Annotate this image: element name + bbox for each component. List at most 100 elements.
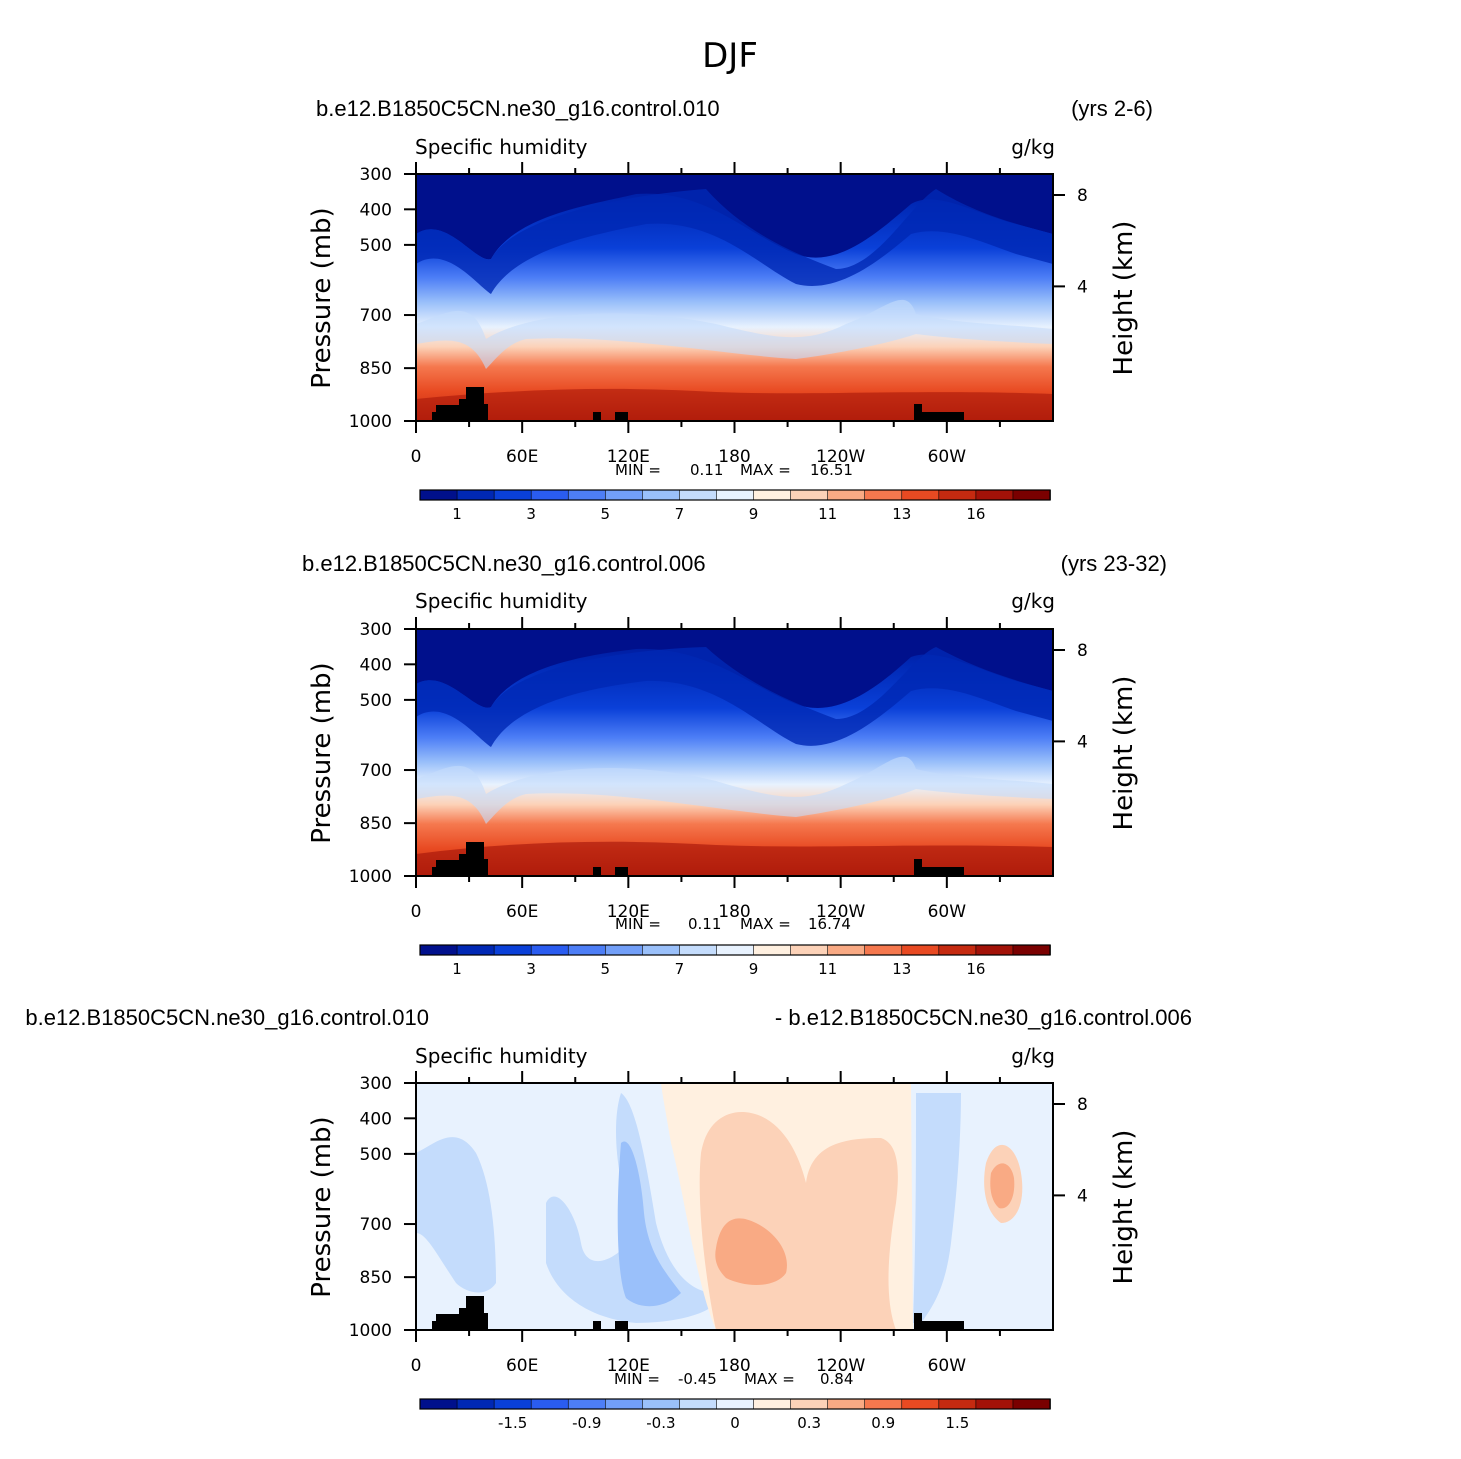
colorbar-box — [419, 1398, 458, 1410]
panel-1: b.e12.B1850C5CN.ne30_g16.control.010 (yr… — [307, 96, 1153, 523]
y-tick-label: 1000 — [349, 867, 392, 887]
y-tick-label: 700 — [360, 1215, 392, 1235]
x-tick-label: 120W — [816, 1356, 865, 1376]
panel-2-min-value: 0.11 — [688, 915, 721, 933]
colorbar-label: 16 — [966, 960, 985, 978]
panel-1-min-label: MIN = — [615, 461, 661, 479]
x-tick-label: 0 — [411, 902, 422, 922]
panel-2-plot-area — [416, 629, 1053, 876]
colorbar-box — [1012, 489, 1051, 501]
x-tick-label: 180 — [718, 1356, 750, 1376]
panel-3-variable-label: Specific humidity — [415, 1044, 588, 1068]
panel-1-max-value: 16.51 — [810, 461, 853, 479]
panel-3-negative-region-atlantic — [913, 1093, 961, 1323]
colorbar-box — [827, 489, 866, 501]
colorbar-label: 7 — [675, 960, 685, 978]
colorbar-box — [642, 1398, 681, 1410]
colorbar-box — [753, 1398, 792, 1410]
y-tick-label: 850 — [360, 814, 392, 834]
colorbar-box — [604, 1398, 644, 1410]
panel-3-min-label: MIN = — [614, 1370, 660, 1388]
panel-2-ylabel-right: Height (km) — [1109, 676, 1139, 831]
colorbar-box — [642, 489, 681, 501]
panel-2-right-title: (yrs 23-32) — [1061, 551, 1167, 576]
panel-2-upper-contour — [416, 629, 1053, 708]
y-tick-label: 300 — [360, 165, 392, 185]
x-tick-label: 60E — [506, 447, 538, 467]
x-tick-label: 0 — [411, 1356, 422, 1376]
panel-3-positive-region-max — [715, 1218, 787, 1285]
colorbar-label: 1.5 — [945, 1414, 969, 1432]
x-tick-label: 60E — [506, 1356, 538, 1376]
y-right-tick-label: 4 — [1077, 1186, 1088, 1206]
panel-2-max-value: 16.74 — [808, 915, 851, 933]
panel-3-left-title: b.e12.B1850C5CN.ne30_g16.control.010 — [25, 1005, 429, 1030]
colorbar-label: 0.9 — [871, 1414, 895, 1432]
colorbar-box — [753, 489, 792, 501]
panel-2-left-title: b.e12.B1850C5CN.ne30_g16.control.006 — [302, 551, 706, 576]
y-tick-label: 700 — [360, 761, 392, 781]
y-tick-label: 400 — [360, 1109, 392, 1129]
colorbar-label: 7 — [675, 505, 685, 523]
colorbar-box — [864, 1398, 903, 1410]
panel-1-axes: 300 400 500 700 850 1000 8 4 0 60E 120E 180 120W 60W — [349, 162, 1088, 467]
colorbar-label: 5 — [601, 960, 611, 978]
panel-3: b.e12.B1850C5CN.ne30_g16.control.010 - b… — [25, 1005, 1192, 1432]
colorbar-box — [790, 944, 829, 956]
colorbar-box — [975, 489, 1014, 501]
x-tick-label: 120E — [607, 902, 650, 922]
colorbar-label: 0 — [730, 1414, 740, 1432]
panel-1-plot-area — [416, 174, 1053, 421]
panel-2-max-label: MAX = — [740, 915, 791, 933]
colorbar-label: 5 — [601, 505, 611, 523]
colorbar-label: 3 — [526, 960, 536, 978]
y-right-tick-label: 8 — [1077, 641, 1088, 661]
x-tick-label: 120W — [816, 902, 865, 922]
panel-1-colorbar: 1 3 5 7 9 11 13 16 — [419, 489, 1051, 523]
panel-3-topography — [432, 1296, 964, 1330]
y-tick-label: 850 — [360, 359, 392, 379]
figure-title: DJF — [702, 36, 758, 76]
x-tick-label: 120E — [607, 1356, 650, 1376]
colorbar-box — [679, 489, 718, 501]
colorbar-box — [567, 489, 607, 501]
colorbar-box — [938, 489, 977, 501]
y-tick-label: 300 — [360, 620, 392, 640]
colorbar-box — [604, 489, 644, 501]
colorbar-box — [456, 489, 495, 501]
y-tick-label: 300 — [360, 1074, 392, 1094]
panel-1-surface-band — [416, 388, 1053, 421]
colorbar-box — [1012, 1398, 1051, 1410]
panel-3-ylabel: Pressure (mb) — [307, 1116, 337, 1297]
colorbar-label: 13 — [892, 505, 911, 523]
y-right-tick-label: 4 — [1077, 732, 1088, 752]
panel-3-negative-region-core — [617, 1141, 681, 1307]
panel-3-units-label: g/kg — [1011, 1044, 1055, 1068]
colorbar-frame — [419, 944, 1051, 956]
colorbar-box — [493, 489, 532, 501]
colorbar-box — [901, 944, 940, 956]
colorbar-box — [975, 1398, 1014, 1410]
panel-3-colorbar: -1.5 -0.9 -0.3 0 0.3 0.9 1.5 — [419, 1398, 1051, 1432]
colorbar-label: 16 — [966, 505, 985, 523]
x-tick-label: 60W — [928, 902, 967, 922]
colorbar-box — [938, 944, 977, 956]
colorbar-box — [567, 1398, 607, 1410]
y-tick-label: 1000 — [349, 1321, 392, 1341]
colorbar-box — [679, 944, 718, 956]
panel-3-right-title: - b.e12.B1850C5CN.ne30_g16.control.006 — [775, 1005, 1192, 1030]
colorbar-frame — [419, 489, 1051, 501]
colorbar-box — [679, 1398, 718, 1410]
panel-1-left-title: b.e12.B1850C5CN.ne30_g16.control.010 — [316, 96, 720, 121]
panel-1-max-label: MAX = — [740, 461, 791, 479]
x-tick-label: 60W — [928, 447, 967, 467]
colorbar-box — [1012, 944, 1051, 956]
colorbar-box — [530, 944, 570, 956]
panel-3-min-value: -0.45 — [678, 1370, 717, 1388]
x-tick-label: 120W — [816, 447, 865, 467]
colorbar-box — [864, 489, 903, 501]
x-tick-label: 180 — [718, 902, 750, 922]
colorbar-box — [827, 944, 866, 956]
x-tick-label: 60W — [928, 1356, 967, 1376]
